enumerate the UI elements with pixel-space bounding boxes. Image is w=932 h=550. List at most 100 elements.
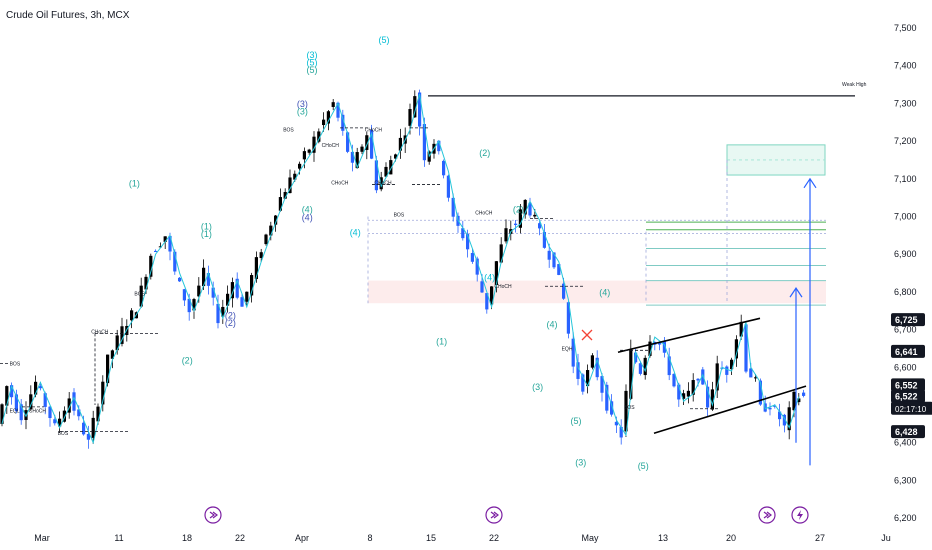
candle-body xyxy=(461,228,465,239)
price-badge xyxy=(891,378,925,392)
candle-body xyxy=(115,335,119,351)
candle-body xyxy=(754,377,758,379)
event-icon-1[interactable] xyxy=(204,506,222,524)
candle-body xyxy=(264,234,268,245)
candle-body xyxy=(566,302,570,334)
candle-body xyxy=(206,273,210,286)
wave-label: (5) xyxy=(307,65,318,75)
candle-body xyxy=(686,390,690,397)
candles-layer xyxy=(0,89,806,449)
y-tick-label: 7,300 xyxy=(894,98,917,108)
zigzag-line xyxy=(1,93,800,445)
candle-body xyxy=(96,406,100,422)
candle-body xyxy=(562,283,566,299)
candle-body xyxy=(437,140,441,152)
candle-body xyxy=(154,250,158,253)
candle-body xyxy=(43,393,47,407)
candle-body xyxy=(408,109,412,126)
candle-body xyxy=(552,252,556,268)
candle-body xyxy=(106,354,110,384)
candle-body xyxy=(706,386,710,408)
candle-body xyxy=(91,417,95,438)
candle-body xyxy=(778,411,782,420)
target-arrow-1-head xyxy=(789,287,803,298)
invalidation-mark xyxy=(581,329,593,341)
candle-body xyxy=(254,257,258,280)
y-tick-label: 6,300 xyxy=(894,475,917,485)
candle-body xyxy=(749,368,753,378)
candle-body xyxy=(725,366,729,375)
smc-label: CHoCH xyxy=(91,329,109,335)
wave-label: (3) xyxy=(297,99,308,109)
wave-label: (5) xyxy=(307,58,318,68)
candle-body xyxy=(586,370,590,387)
price-badge-label: 6,641 xyxy=(895,347,918,357)
candle-body xyxy=(638,363,642,374)
candle-body xyxy=(86,433,90,440)
smc-label: CHoCH xyxy=(29,409,47,415)
candle-body xyxy=(504,228,508,242)
y-tick-label: 7,200 xyxy=(894,136,917,146)
candle-body xyxy=(538,223,542,229)
candle-body xyxy=(19,404,23,421)
candle-body xyxy=(499,244,503,263)
x-tick-label: 20 xyxy=(726,533,736,543)
candle-body xyxy=(149,255,153,277)
wave-label: (4) xyxy=(547,320,558,330)
price-badge-label: 6,552 xyxy=(895,380,918,390)
wave-label: (3) xyxy=(532,382,543,392)
candle-body xyxy=(418,92,422,127)
price-badge-label: 02:17:10 xyxy=(895,405,927,414)
candle-body xyxy=(72,392,76,411)
wave-label: (2) xyxy=(225,318,236,328)
wave-label: (1) xyxy=(201,222,212,232)
x-tick-label: 22 xyxy=(235,533,245,543)
candle-body xyxy=(163,236,167,242)
candle-body xyxy=(494,261,498,286)
candle-body xyxy=(235,278,239,298)
candle-body xyxy=(413,96,417,118)
price-badge xyxy=(891,313,925,327)
price-badge-label: 6,428 xyxy=(895,427,918,437)
candle-body xyxy=(590,355,594,368)
candle-body xyxy=(518,209,522,228)
wave-label: (2) xyxy=(182,356,193,366)
candle-body xyxy=(130,310,134,321)
chart-title: Crude Oil Futures, 3h, MCX xyxy=(6,10,130,21)
candle-body xyxy=(744,324,748,372)
channel-upper xyxy=(617,317,761,353)
y-tick-label: 6,800 xyxy=(894,287,917,297)
candle-body xyxy=(451,197,455,217)
smc-label: BOS xyxy=(394,213,405,219)
wave-label: (5) xyxy=(638,461,649,471)
wave-label: (2) xyxy=(225,310,236,320)
y-tick-label: 6,600 xyxy=(894,362,917,372)
smc-label: CHoCH xyxy=(365,128,383,134)
candle-body xyxy=(547,250,551,260)
x-tick-label: Apr xyxy=(295,533,309,543)
candle-body xyxy=(614,421,618,426)
y-tick-label: 7,500 xyxy=(894,23,917,33)
price-badge xyxy=(891,425,925,439)
candle-body xyxy=(67,398,71,413)
candle-body xyxy=(523,199,527,215)
wave-label: (5) xyxy=(379,35,390,45)
smc-label: BOS xyxy=(134,292,145,298)
candle-body xyxy=(398,137,402,151)
candle-body xyxy=(557,264,561,275)
candle-body xyxy=(259,252,263,259)
lightning-icon[interactable] xyxy=(791,506,809,524)
event-icon-3[interactable] xyxy=(758,506,776,524)
candle-body xyxy=(624,390,628,432)
candle-body xyxy=(710,389,714,410)
candle-body xyxy=(62,410,66,422)
candle-body xyxy=(715,363,719,391)
candle-body xyxy=(226,293,230,306)
candle-body xyxy=(298,163,302,169)
event-icon-2[interactable] xyxy=(485,506,503,524)
candle-body xyxy=(514,223,518,226)
candle-body xyxy=(5,386,9,406)
candle-body xyxy=(370,130,374,159)
channel-lower xyxy=(653,385,807,435)
